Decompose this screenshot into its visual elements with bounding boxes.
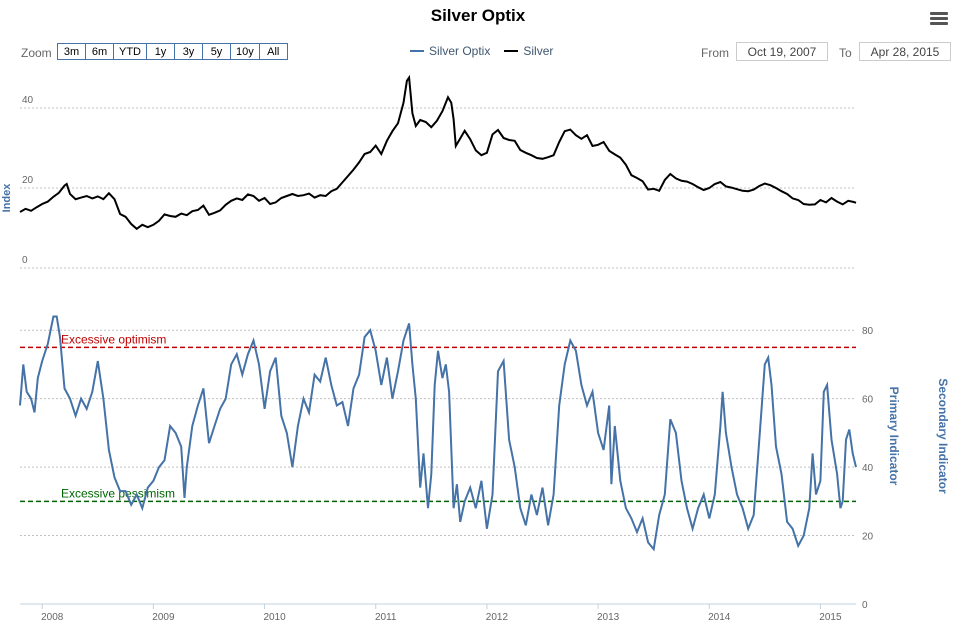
secondary-indicator-axis-title: Secondary Indicator xyxy=(936,378,950,494)
zoom-1y-button[interactable]: 1y xyxy=(146,43,175,60)
to-label: To xyxy=(839,46,852,60)
top-y-tick-label: 20 xyxy=(22,175,34,186)
bottom-y-tick-label: 40 xyxy=(862,463,874,474)
x-tick-label: 2010 xyxy=(263,612,286,623)
legend: Silver Optix Silver xyxy=(410,44,567,58)
legend-label: Silver Optix xyxy=(429,44,491,58)
silver-optix-series-line xyxy=(19,315,857,552)
x-tick-label: 2014 xyxy=(708,612,731,623)
x-tick-label: 2013 xyxy=(597,612,620,623)
zoom-5y-button[interactable]: 5y xyxy=(202,43,231,60)
zoom-buttons: 3m 6m YTD 1y 3y 5y 10y All xyxy=(57,43,288,60)
zoom-3m-button[interactable]: 3m xyxy=(57,43,86,60)
bottom-y-tick-label: 20 xyxy=(862,532,874,543)
x-tick-label: 2015 xyxy=(819,612,842,623)
pessimism-label: Excessive pessimism xyxy=(61,486,175,500)
legend-label: Silver xyxy=(523,44,554,58)
x-tick-label: 2011 xyxy=(375,612,397,623)
zoom-10y-button[interactable]: 10y xyxy=(230,43,260,60)
top-y-tick-label: 40 xyxy=(22,95,34,106)
menu-icon[interactable] xyxy=(930,12,948,26)
x-tick-label: 2008 xyxy=(41,612,64,623)
legend-line-icon xyxy=(504,50,519,52)
top-y-axis-title: Index xyxy=(1,183,13,213)
bottom-y-tick-label: 0 xyxy=(862,600,868,611)
to-date-input[interactable]: Apr 28, 2015 xyxy=(859,42,951,61)
zoom-ytd-button[interactable]: YTD xyxy=(113,43,147,60)
x-tick-label: 2009 xyxy=(152,612,175,623)
from-date-input[interactable]: Oct 19, 2007 xyxy=(736,42,828,61)
zoom-6m-button[interactable]: 6m xyxy=(85,43,114,60)
legend-line-icon xyxy=(410,50,424,52)
legend-item-silver[interactable]: Silver xyxy=(504,44,553,58)
zoom-3y-button[interactable]: 3y xyxy=(174,43,203,60)
from-label: From xyxy=(701,46,729,60)
zoom-label: Zoom xyxy=(21,46,52,60)
optimism-label: Excessive optimism xyxy=(61,332,166,346)
bottom-y-tick-label: 80 xyxy=(862,326,874,337)
chart-title: Silver Optix xyxy=(430,6,526,25)
top-y-tick-label: 0 xyxy=(22,255,28,266)
bottom-y-tick-label: 60 xyxy=(862,395,874,406)
x-tick-label: 2012 xyxy=(486,612,509,623)
legend-item-silver-optix[interactable]: Silver Optix xyxy=(410,44,490,58)
primary-indicator-axis-title: Primary Indicator xyxy=(887,387,901,486)
silver-series-line xyxy=(19,74,857,231)
zoom-all-button[interactable]: All xyxy=(258,43,288,60)
